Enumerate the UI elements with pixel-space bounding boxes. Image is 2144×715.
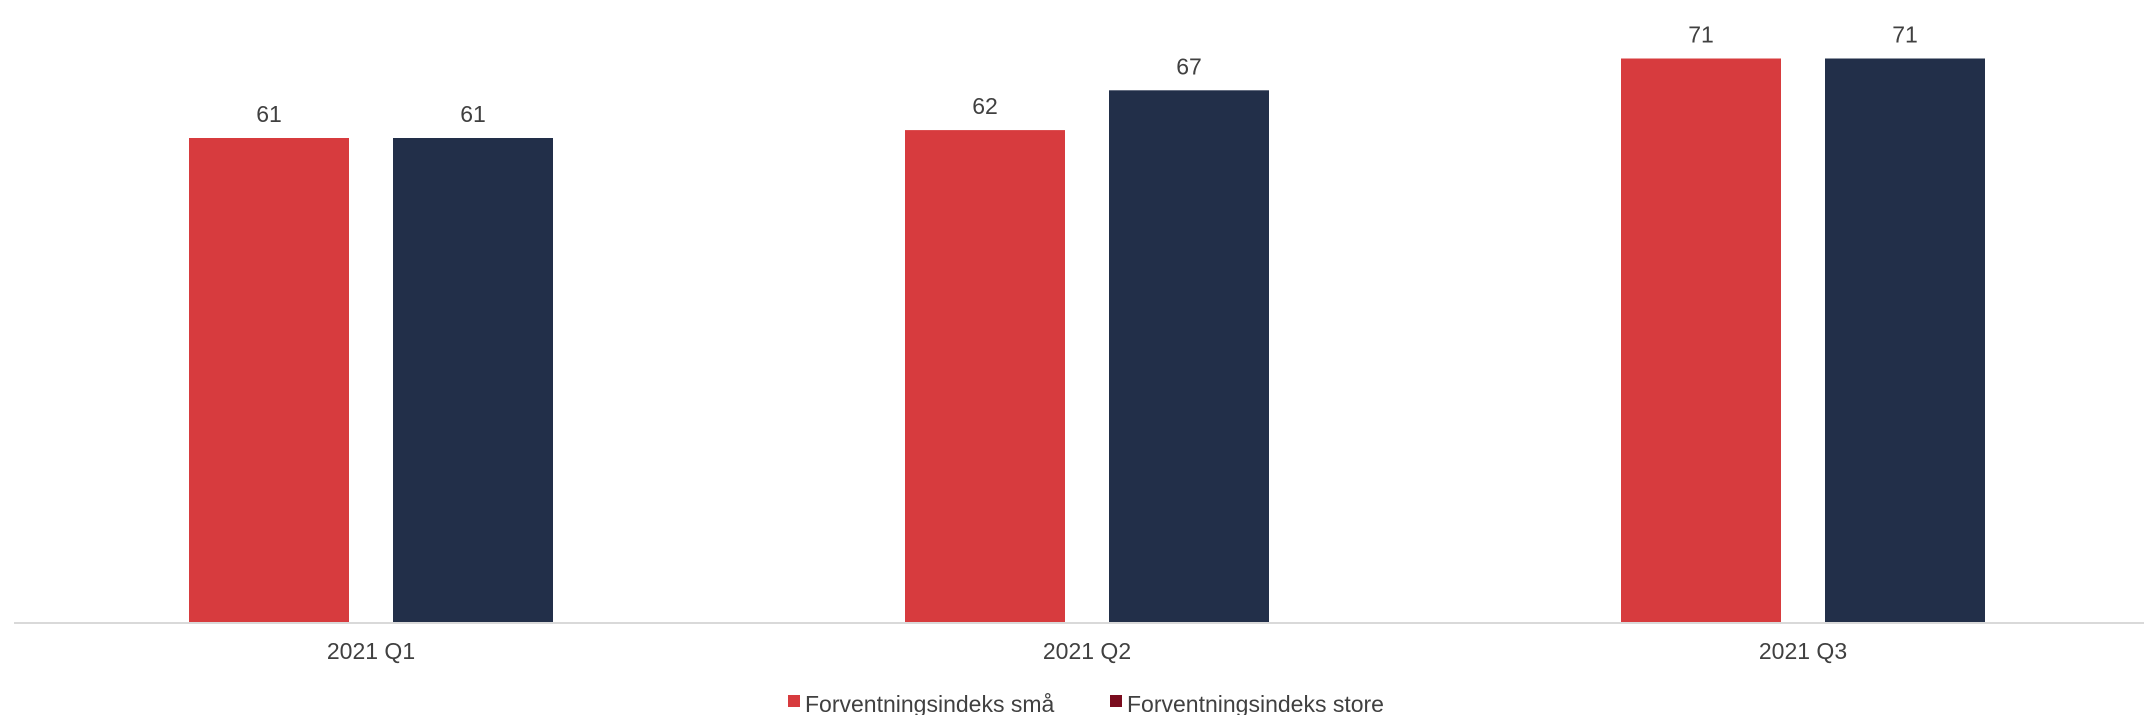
category-label-q3: 2021 Q3 [1759, 638, 1847, 664]
bar-series2-cat3 [1825, 58, 1985, 623]
legend-swatch-small [788, 695, 800, 707]
value-label-series2-cat2: 67 [1176, 53, 1202, 79]
bar-series2-cat2 [1109, 90, 1269, 624]
value-labels-group: 61 62 71 61 67 71 [256, 22, 1918, 128]
legend-label-small: Forventningsindeks små [805, 691, 1054, 715]
bars-group [189, 58, 1985, 624]
category-label-q1: 2021 Q1 [327, 638, 415, 664]
value-label-series2-cat3: 71 [1892, 22, 1918, 48]
value-label-series2-cat1: 61 [460, 101, 486, 127]
category-label-q2: 2021 Q2 [1043, 638, 1131, 664]
value-label-series1-cat3: 71 [1688, 22, 1714, 48]
category-labels-group: 2021 Q1 2021 Q2 2021 Q3 [327, 638, 1847, 664]
legend: Forventningsindeks små Forventningsindek… [788, 691, 1384, 715]
bar-series1-cat1 [189, 138, 349, 623]
legend-label-large: Forventningsindeks store [1127, 691, 1384, 715]
legend-swatch-large [1110, 695, 1122, 707]
bar-series1-cat2 [905, 130, 1065, 623]
value-label-series1-cat2: 62 [972, 93, 998, 119]
value-label-series1-cat1: 61 [256, 101, 282, 127]
bar-series1-cat3 [1621, 58, 1781, 623]
bar-series2-cat1 [393, 138, 553, 623]
